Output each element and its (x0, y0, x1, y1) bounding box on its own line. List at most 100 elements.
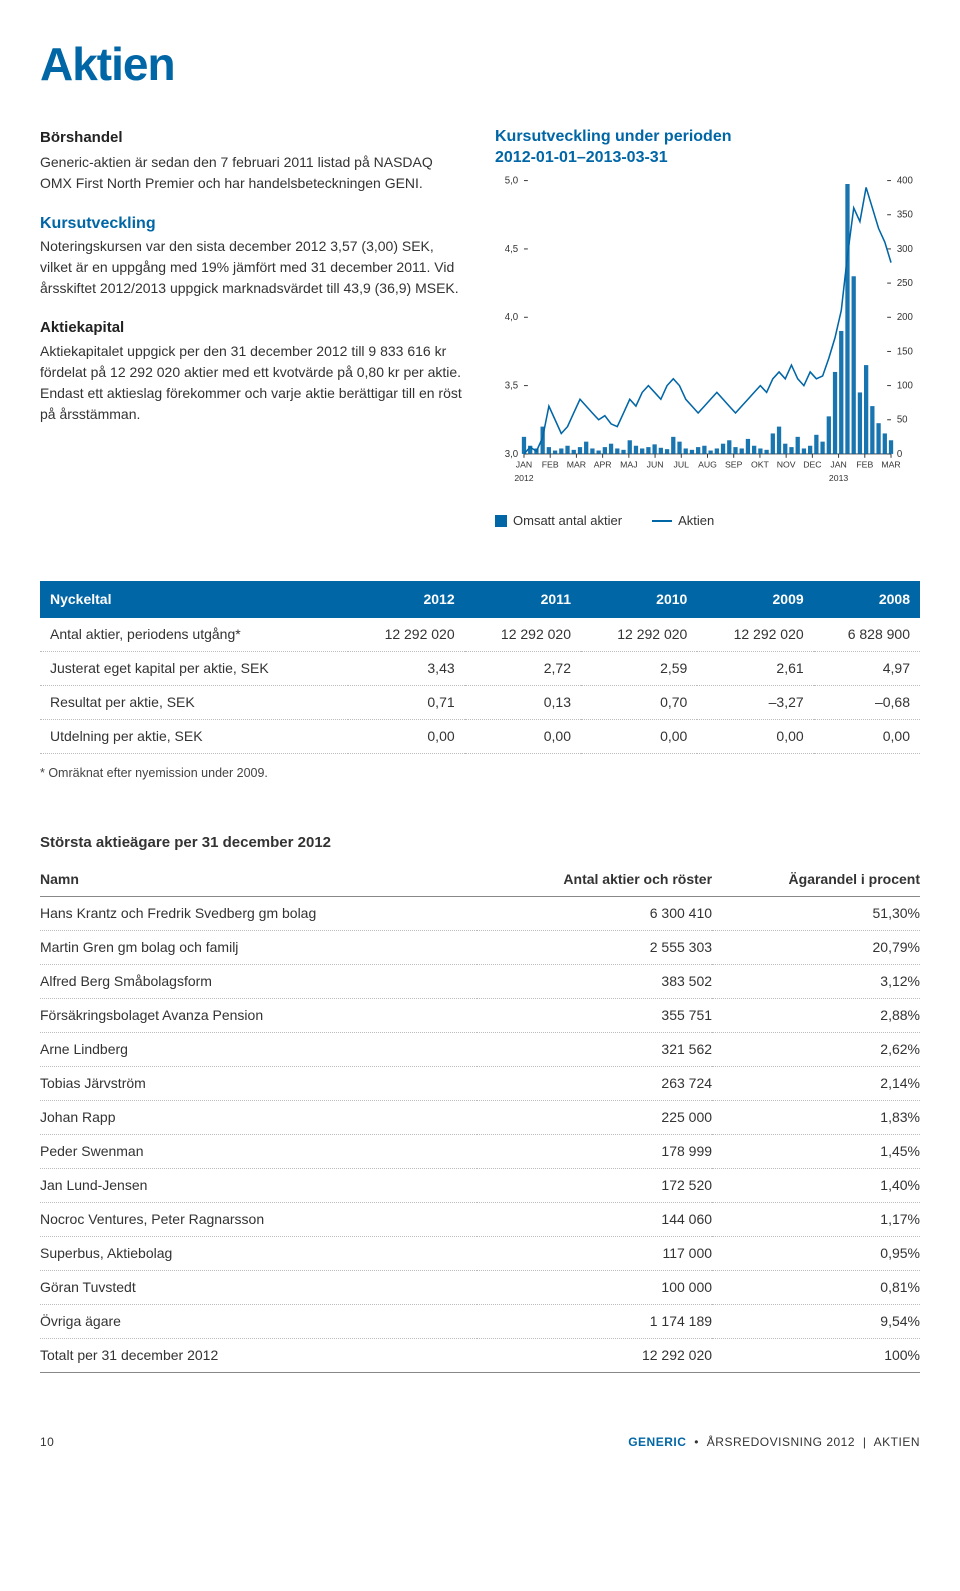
table-row: Resultat per aktie, SEK0,710,130,70–3,27… (40, 685, 920, 719)
table-cell: 117 000 (477, 1236, 712, 1270)
table-cell: 3,43 (348, 651, 464, 685)
table-cell: Tobias Järvström (40, 1066, 477, 1100)
owners-body: Hans Krantz och Fredrik Svedberg gm bola… (40, 896, 920, 1372)
svg-text:JUL: JUL (674, 459, 690, 469)
table-cell: 1 174 189 (477, 1304, 712, 1338)
chart-title: Kursutveckling under perioden 2012-01-01… (495, 127, 920, 169)
table-cell: 0,81% (712, 1270, 920, 1304)
table-cell: 263 724 (477, 1066, 712, 1100)
svg-text:350: 350 (897, 209, 913, 220)
table-row: Försäkringsbolaget Avanza Pension355 751… (40, 998, 920, 1032)
table-cell: Superbus, Aktiebolag (40, 1236, 477, 1270)
kursutveckling-heading: Kursutveckling (40, 212, 465, 236)
table-cell: 0,71 (348, 685, 464, 719)
table-cell: 144 060 (477, 1202, 712, 1236)
footer-section: AKTIEN (874, 1435, 920, 1449)
table-cell: Alfred Berg Småbolagsform (40, 964, 477, 998)
svg-text:JUN: JUN (647, 459, 664, 469)
owners-col: Antal aktier och röster (477, 863, 712, 897)
svg-text:NOV: NOV (777, 459, 796, 469)
table-cell: 6 828 900 (814, 618, 920, 652)
table-cell: Antal aktier, periodens utgång* (40, 618, 348, 652)
table-cell: 3,12% (712, 964, 920, 998)
nyckeltal-footnote: * Omräknat efter nyemission under 2009. (40, 764, 920, 783)
table-cell: 0,00 (581, 719, 697, 753)
borshandel-heading: Börshandel (40, 127, 465, 150)
table-cell: 1,83% (712, 1100, 920, 1134)
table-row: Göran Tuvstedt100 0000,81% (40, 1270, 920, 1304)
svg-text:150: 150 (897, 346, 913, 357)
table-cell: Johan Rapp (40, 1100, 477, 1134)
table-cell: 0,70 (581, 685, 697, 719)
table-cell: 12 292 020 (465, 618, 581, 652)
svg-text:2012: 2012 (514, 473, 533, 483)
table-cell: Martin Gren gm bolag och familj (40, 930, 477, 964)
table-cell: 178 999 (477, 1134, 712, 1168)
table-cell: 2,59 (581, 651, 697, 685)
table-cell: 2,62% (712, 1032, 920, 1066)
owners-table: NamnAntal aktier och rösterÄgarandel i p… (40, 863, 920, 1373)
table-cell: 9,54% (712, 1304, 920, 1338)
svg-text:APR: APR (594, 459, 612, 469)
table-row: Övriga ägare1 174 1899,54% (40, 1304, 920, 1338)
borshandel-text: Generic-aktien är sedan den 7 februari 2… (40, 152, 465, 194)
footer-brand: GENERIC (628, 1435, 686, 1449)
table-row: Alfred Berg Småbolagsform383 5023,12% (40, 964, 920, 998)
table-cell: Resultat per aktie, SEK (40, 685, 348, 719)
table-cell: Övriga ägare (40, 1304, 477, 1338)
table-cell: Peder Swenman (40, 1134, 477, 1168)
chart-column: Kursutveckling under perioden 2012-01-01… (495, 127, 920, 531)
svg-text:FEB: FEB (856, 459, 873, 469)
svg-text:2013: 2013 (829, 473, 848, 483)
table-cell: 2,61 (697, 651, 813, 685)
footer-right: GENERIC • ÅRSREDOVISNING 2012 | AKTIEN (628, 1433, 920, 1451)
table-row-total: Totalt per 31 december 201212 292 020100… (40, 1338, 920, 1372)
svg-text:100: 100 (897, 380, 913, 391)
svg-text:MAR: MAR (881, 459, 900, 469)
table-row: Hans Krantz och Fredrik Svedberg gm bola… (40, 896, 920, 930)
table-cell: 12 292 020 (697, 618, 813, 652)
owners-col: Ägarandel i procent (712, 863, 920, 897)
table-cell: Utdelning per aktie, SEK (40, 719, 348, 753)
table-cell: Totalt per 31 december 2012 (40, 1338, 477, 1372)
legend-price-label: Aktien (678, 511, 714, 531)
nyckeltal-col: Nyckeltal (40, 581, 348, 618)
svg-text:50: 50 (897, 414, 908, 425)
nyckeltal-head: Nyckeltal20122011201020092008 (40, 581, 920, 618)
table-cell: Göran Tuvstedt (40, 1270, 477, 1304)
nyckeltal-table: Nyckeltal20122011201020092008 Antal akti… (40, 581, 920, 754)
table-cell: –3,27 (697, 685, 813, 719)
table-cell: 0,00 (814, 719, 920, 753)
table-cell: Jan Lund-Jensen (40, 1168, 477, 1202)
table-cell: –0,68 (814, 685, 920, 719)
table-cell: 383 502 (477, 964, 712, 998)
price-volume-chart: 5,04,54,03,53,0400350300250200150100500J… (495, 169, 920, 497)
table-cell: Nocroc Ventures, Peter Ragnarsson (40, 1202, 477, 1236)
nyckeltal-col: 2012 (348, 581, 464, 618)
svg-text:0: 0 (897, 448, 902, 459)
svg-text:JAN: JAN (830, 459, 846, 469)
table-row: Antal aktier, periodens utgång* 12 292 02… (40, 618, 920, 652)
table-cell: 321 562 (477, 1032, 712, 1066)
table-cell: Hans Krantz och Fredrik Svedberg gm bola… (40, 896, 477, 930)
table-row: Johan Rapp225 0001,83% (40, 1100, 920, 1134)
legend-price: Aktien (652, 511, 714, 531)
svg-text:400: 400 (897, 175, 913, 186)
table-cell: 2,14% (712, 1066, 920, 1100)
nyckeltal-col: 2009 (697, 581, 813, 618)
table-cell: 12 292 020 (477, 1338, 712, 1372)
table-cell: 100% (712, 1338, 920, 1372)
page-footer: 10 GENERIC • ÅRSREDOVISNING 2012 | AKTIE… (40, 1433, 920, 1451)
table-cell: 1,40% (712, 1168, 920, 1202)
table-row: Martin Gren gm bolag och familj2 555 303… (40, 930, 920, 964)
square-icon (495, 515, 507, 527)
table-cell: 6 300 410 (477, 896, 712, 930)
table-cell: 2,88% (712, 998, 920, 1032)
table-row: Arne Lindberg321 5622,62% (40, 1032, 920, 1066)
owners-col: Namn (40, 863, 477, 897)
table-cell: 0,95% (712, 1236, 920, 1270)
svg-text:4,0: 4,0 (505, 312, 518, 323)
svg-text:3,0: 3,0 (505, 448, 518, 459)
table-cell: 0,00 (348, 719, 464, 753)
kursutveckling-text: Noteringskursen var den sista december 2… (40, 236, 465, 299)
